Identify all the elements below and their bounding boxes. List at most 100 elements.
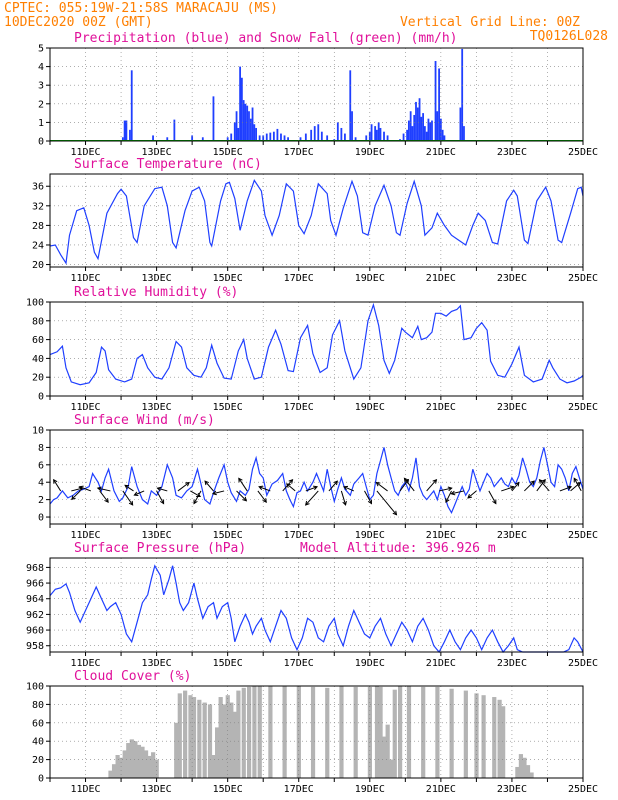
wind-arrow xyxy=(340,490,347,506)
precip-bar xyxy=(427,118,430,141)
precip-bar xyxy=(349,70,352,141)
precip-bar xyxy=(351,111,353,141)
wind-arrow-head xyxy=(343,485,349,491)
wind-arrow-head xyxy=(258,485,264,491)
precip-frame xyxy=(49,47,584,142)
precip-bar xyxy=(423,126,426,141)
precip-bar xyxy=(272,131,275,141)
wind-arrow xyxy=(524,480,535,492)
wind-arrow xyxy=(193,490,202,505)
cloud-bar xyxy=(497,699,502,778)
x-tick-label: 11DEC xyxy=(70,147,100,158)
wind-arrow-head xyxy=(342,500,347,506)
wind-arrow-shaft xyxy=(536,479,546,492)
cloud-bar xyxy=(119,757,124,778)
wind-arrow-head xyxy=(242,496,248,502)
wind-arrow-head xyxy=(467,494,473,499)
x-tick-label: 15DEC xyxy=(213,530,243,541)
precip-bar xyxy=(310,129,313,141)
wind-arrow xyxy=(156,486,168,492)
cloud-bar xyxy=(310,686,316,778)
cloud-bar xyxy=(197,699,202,778)
x-tick-label: 25DEC xyxy=(568,147,598,158)
wind-arrow-head xyxy=(375,481,381,487)
wind-arrow xyxy=(559,485,573,492)
temperature-grid xyxy=(50,174,583,267)
x-tick-label: 15DEC xyxy=(213,147,243,158)
cloud-bar xyxy=(353,686,358,778)
precip-bar xyxy=(459,107,462,141)
cloud-bar xyxy=(122,750,127,778)
cloud-bar xyxy=(151,752,156,778)
y-tick-label: 2 xyxy=(38,99,44,110)
wind-arrow xyxy=(238,477,248,492)
cloud-bar xyxy=(398,686,403,778)
x-tick-label: 13DEC xyxy=(142,402,172,413)
cloud-bar xyxy=(389,759,394,778)
y-tick-label: 964 xyxy=(26,594,44,605)
cloud-bar xyxy=(252,686,257,778)
wind-arrow xyxy=(99,490,109,503)
cloud-bar xyxy=(174,722,179,778)
precip-bar xyxy=(354,137,357,141)
wind-arrow-head xyxy=(133,491,139,497)
wind-arrow-shaft xyxy=(364,490,372,504)
precip-bar xyxy=(262,135,265,141)
wind-arrow-head xyxy=(211,490,217,496)
cloud-frame xyxy=(49,685,584,779)
wind-arrow-shaft xyxy=(99,490,109,503)
wind-arrow-shaft xyxy=(157,487,168,492)
precip-bar xyxy=(374,126,377,141)
precip-bar xyxy=(377,122,380,141)
precip-bar xyxy=(129,129,131,141)
wind-arrow xyxy=(78,485,92,492)
y-tick-label: 0 xyxy=(38,137,44,148)
wind-arrow xyxy=(177,481,190,492)
y-tick-label: 36 xyxy=(32,182,44,193)
precip-panel: 0 1 2 3 4 5 11DEC 13DEC 15DEC 17DEC 19DEC 21DEC 23DE… xyxy=(38,44,598,159)
cloud-bar xyxy=(435,686,440,778)
precip-bar xyxy=(370,124,373,141)
precip-grid xyxy=(50,48,583,141)
wind-arrow-head xyxy=(576,481,582,487)
x-tick-label: 13DEC xyxy=(142,273,172,284)
cloud-bar xyxy=(222,704,227,778)
wind-arrow-shaft xyxy=(193,490,202,504)
y-tick-label: 20 xyxy=(32,755,44,766)
cloud-bar xyxy=(463,690,468,778)
precip-bar xyxy=(415,101,417,141)
y-tick-label: 28 xyxy=(32,221,44,232)
wind-arrow xyxy=(450,490,465,496)
x-tick-label: 21DEC xyxy=(426,273,456,284)
wind-arrow xyxy=(426,478,438,492)
wind-arrow xyxy=(467,490,477,499)
wind-arrow xyxy=(304,490,319,506)
wind-arrow-head xyxy=(333,480,339,486)
cloud-bar xyxy=(449,688,454,778)
cloud-bar xyxy=(140,746,145,778)
wind-arrow-shaft xyxy=(524,480,535,492)
wind-arrow-head xyxy=(193,499,198,505)
wind-arrow-shaft xyxy=(124,484,134,492)
wind-arrow-shaft xyxy=(53,479,62,492)
precip-bar xyxy=(386,135,389,141)
wind-arrow-head xyxy=(432,478,438,484)
precip-bar xyxy=(420,116,423,141)
precip-bar xyxy=(248,111,250,141)
x-tick-label: 23DEC xyxy=(497,147,527,158)
cloud-bar xyxy=(474,693,479,778)
humidity-grid xyxy=(50,302,583,396)
x-tick-label: 25DEC xyxy=(568,273,598,284)
y-tick-label: 968 xyxy=(26,563,44,574)
precip-bar xyxy=(326,135,329,141)
wind-arrow xyxy=(96,486,111,492)
y-tick-label: 32 xyxy=(32,201,44,212)
wind-arrow-shaft xyxy=(97,487,111,492)
precip-bar xyxy=(230,133,233,141)
wind-arrow-head xyxy=(445,498,450,504)
header-grid-note: Vertical Grid Line: 00Z xyxy=(400,15,580,30)
humidity-title: Relative Humidity (%) xyxy=(74,285,238,300)
precip-bar xyxy=(365,135,368,141)
wind-arrow-shaft xyxy=(343,486,355,492)
